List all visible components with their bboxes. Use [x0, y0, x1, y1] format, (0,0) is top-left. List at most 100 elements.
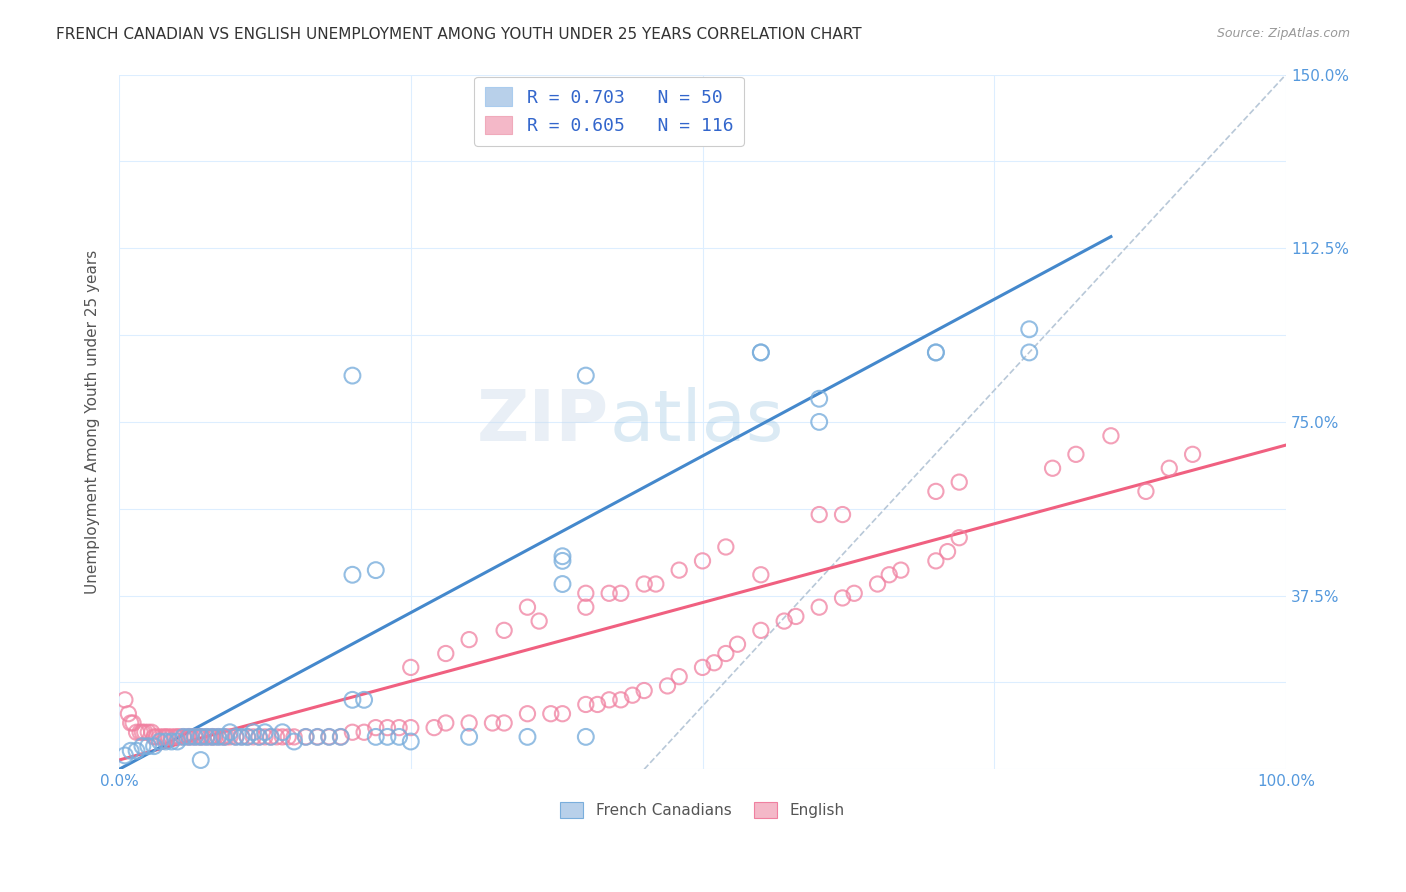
Point: [808, 392, 831, 406]
Point: [586, 698, 609, 712]
Point: [318, 730, 340, 744]
Point: [172, 730, 194, 744]
Point: [212, 730, 235, 744]
Point: [212, 730, 235, 744]
Point: [236, 730, 259, 744]
Point: [703, 656, 725, 670]
Point: [149, 734, 172, 748]
Point: [145, 730, 167, 744]
Point: [890, 563, 912, 577]
Point: [307, 730, 329, 744]
Point: [190, 753, 212, 767]
Point: [129, 725, 152, 739]
Point: [307, 730, 329, 744]
Point: [149, 730, 172, 744]
Point: [219, 730, 242, 744]
Point: [481, 716, 503, 731]
Point: [294, 730, 316, 744]
Point: [143, 739, 166, 753]
Point: [551, 706, 574, 721]
Point: [195, 730, 218, 744]
Point: [610, 693, 633, 707]
Text: FRENCH CANADIAN VS ENGLISH UNEMPLOYMENT AMONG YOUTH UNDER 25 YEARS CORRELATION C: FRENCH CANADIAN VS ENGLISH UNEMPLOYMENT …: [56, 27, 862, 42]
Point: [231, 730, 253, 744]
Point: [187, 730, 209, 744]
Point: [621, 688, 644, 702]
Point: [364, 721, 387, 735]
Point: [808, 415, 831, 429]
Point: [925, 345, 948, 359]
Point: [598, 586, 620, 600]
Point: [773, 614, 796, 628]
Point: [434, 716, 457, 731]
Point: [131, 739, 153, 753]
Point: [540, 706, 562, 721]
Point: [1135, 484, 1157, 499]
Point: [225, 730, 247, 744]
Point: [114, 693, 136, 707]
Point: [247, 730, 270, 744]
Point: [342, 368, 364, 383]
Point: [271, 725, 294, 739]
Point: [172, 730, 194, 744]
Point: [201, 730, 224, 744]
Point: [190, 730, 212, 744]
Point: [808, 508, 831, 522]
Point: [1159, 461, 1181, 475]
Point: [177, 730, 200, 744]
Point: [125, 725, 148, 739]
Point: [329, 730, 352, 744]
Point: [714, 540, 737, 554]
Point: [166, 734, 188, 748]
Point: [242, 725, 264, 739]
Point: [423, 721, 446, 735]
Point: [165, 730, 187, 744]
Point: [141, 725, 163, 739]
Point: [152, 730, 174, 744]
Point: [527, 614, 550, 628]
Point: [364, 563, 387, 577]
Point: [727, 637, 749, 651]
Point: [657, 679, 679, 693]
Point: [925, 345, 948, 359]
Point: [749, 624, 772, 638]
Point: [353, 693, 375, 707]
Point: [122, 716, 145, 731]
Y-axis label: Unemployment Among Youth under 25 years: Unemployment Among Youth under 25 years: [86, 250, 100, 594]
Point: [180, 730, 202, 744]
Point: [575, 586, 598, 600]
Point: [575, 730, 598, 744]
Point: [195, 730, 218, 744]
Point: [575, 698, 598, 712]
Point: [866, 577, 889, 591]
Point: [342, 693, 364, 707]
Point: [575, 600, 598, 615]
Point: [388, 721, 411, 735]
Point: [458, 632, 481, 647]
Point: [136, 739, 159, 753]
Point: [353, 725, 375, 739]
Point: [201, 730, 224, 744]
Point: [692, 660, 714, 674]
Point: [1018, 345, 1040, 359]
Point: [160, 730, 183, 744]
Point: [808, 600, 831, 615]
Point: [1064, 447, 1087, 461]
Point: [458, 716, 481, 731]
Point: [1018, 322, 1040, 336]
Point: [399, 734, 422, 748]
Point: [253, 725, 276, 739]
Point: [633, 683, 655, 698]
Point: [388, 730, 411, 744]
Point: [948, 475, 970, 490]
Point: [184, 730, 207, 744]
Point: [266, 730, 288, 744]
Point: [551, 554, 574, 568]
Point: [1181, 447, 1204, 461]
Point: [610, 586, 633, 600]
Point: [844, 586, 866, 600]
Point: [329, 730, 352, 744]
Point: [134, 725, 156, 739]
Point: [143, 730, 166, 744]
Point: [207, 730, 229, 744]
